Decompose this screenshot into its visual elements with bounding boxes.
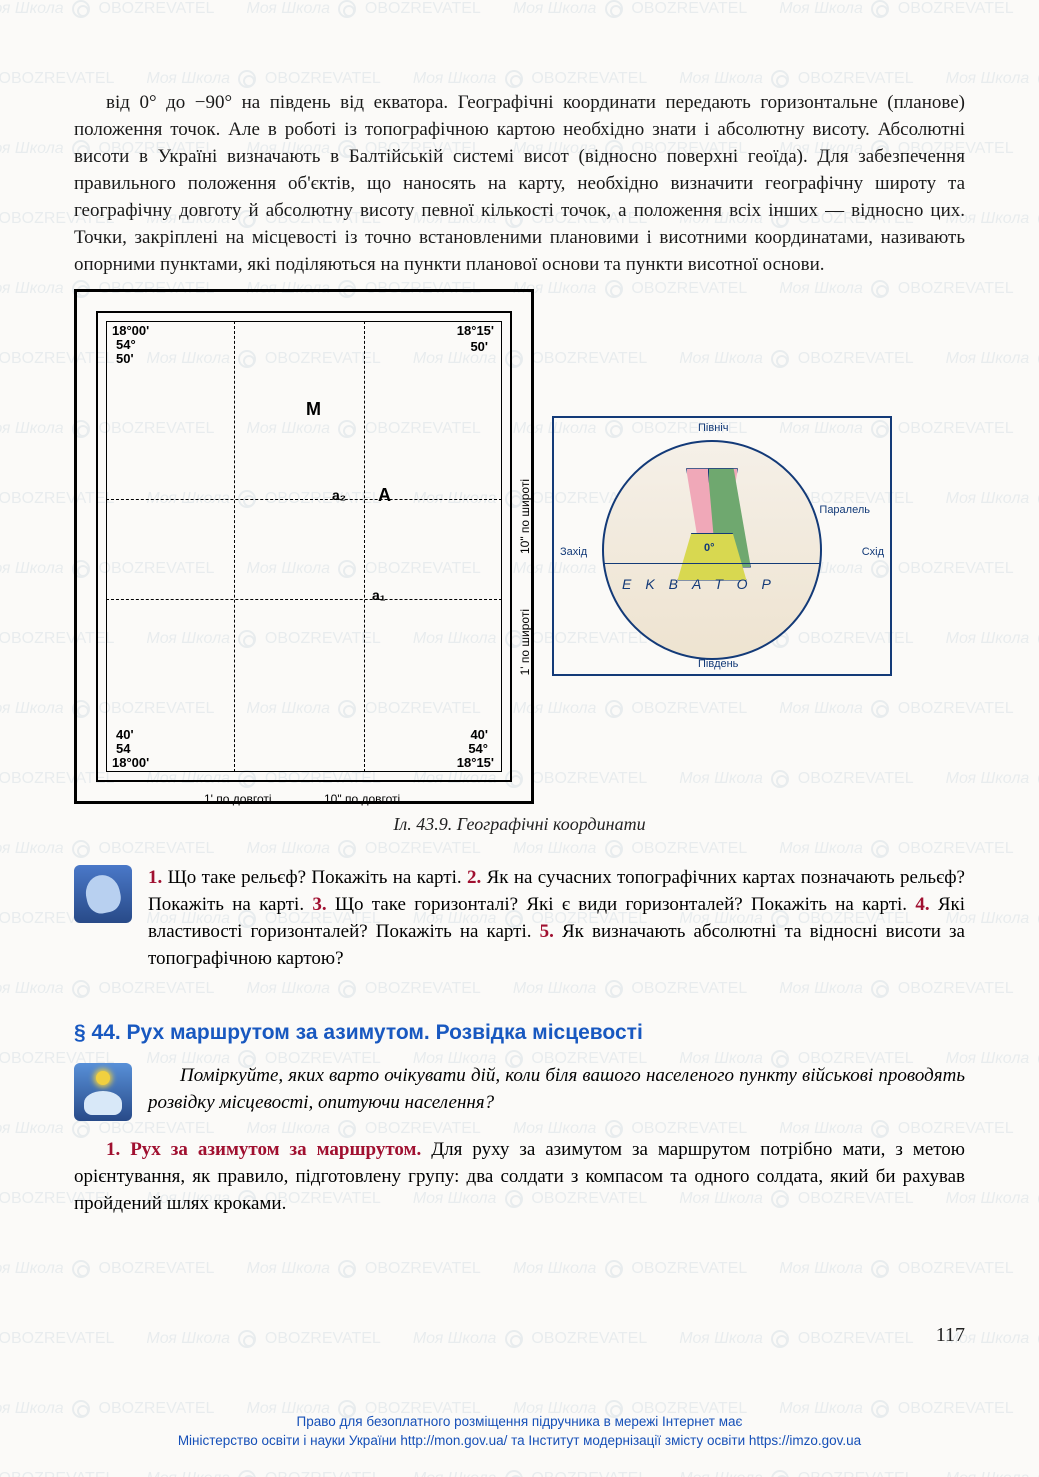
questions-icon: [74, 865, 132, 923]
q5-num: 5.: [540, 921, 554, 942]
corner-bl-deg: 18°00': [112, 755, 149, 770]
corner-tl-min1: 54°: [116, 337, 136, 352]
page-number: 117: [936, 1324, 965, 1347]
q3-text: Що таке горизонталі? Які є види горизонт…: [327, 894, 916, 915]
x-axis-label-1: 1' по довготі: [204, 792, 272, 806]
globe-equator-letters: EKBATOP: [622, 576, 785, 592]
corner-bl-min1: 54: [116, 741, 130, 756]
subsection-paragraph: 1. Рух за азимутом за маршрутом. Для рух…: [74, 1137, 965, 1218]
footer: Право для безоплатного розміщення підруч…: [0, 1413, 1039, 1451]
section-title: § 44. Рух маршрутом за азимутом. Розвідк…: [74, 1021, 965, 1045]
globe-label-north: Північ: [698, 422, 728, 434]
globe-equator: [604, 563, 820, 564]
questions-block: 1. Що таке рельєф? Покажіть на карті. 2.…: [74, 865, 965, 973]
globe-label-east: Схід: [862, 546, 884, 558]
q4-num: 4.: [915, 894, 929, 915]
figure-area: 18°00' 54° 50' 18°15' 50' 54 40' 18°00' …: [74, 289, 965, 804]
questions-text: 1. Що таке рельєф? Покажіть на карті. 2.…: [148, 865, 965, 973]
point-A: A: [378, 485, 391, 506]
subsection-title: Рух за азимутом за маршрутом.: [120, 1139, 421, 1160]
point-a2: a₂: [332, 487, 346, 503]
globe-label-south: Південь: [698, 658, 738, 670]
footer-line-1: Право для безоплатного розміщення підруч…: [0, 1413, 1039, 1432]
grid-vline-2: [364, 321, 365, 772]
reflect-text: Поміркуйте, яких варто очікувати дій, ко…: [148, 1063, 965, 1117]
reflect-icon: [74, 1063, 132, 1121]
q1-num: 1.: [148, 867, 162, 888]
grid-hline-2: [106, 599, 502, 600]
q2-num: 2.: [467, 867, 481, 888]
body-paragraph: від 0° до −90° на південь від екватора. …: [74, 90, 965, 279]
figure-globe: Північ Південь Захід Схід Паралель 0° EK…: [552, 416, 892, 676]
corner-tl-deg: 18°00': [112, 323, 149, 338]
q1-text: Що таке рельєф? Покажіть на карті.: [162, 867, 467, 888]
point-a1: a₁: [372, 587, 386, 603]
y-axis-label-2: 1' по широті: [518, 609, 532, 675]
page-content: від 0° до −90° на південь від екватора. …: [0, 0, 1039, 1258]
q3-num: 3.: [312, 894, 326, 915]
figure-caption: Іл. 43.9. Географічні координати: [74, 814, 965, 835]
corner-br-min1: 54°: [468, 741, 488, 756]
y-axis-label-1: 10" по широті: [518, 479, 532, 554]
subsection-num: 1.: [106, 1139, 120, 1160]
footer-line-2: Міністерство освіти і науки України http…: [0, 1432, 1039, 1451]
globe-label-parallel: Паралель: [819, 504, 870, 516]
globe-label-zero: 0°: [704, 542, 715, 554]
reflect-block: Поміркуйте, яких варто очікувати дій, ко…: [74, 1063, 965, 1121]
grid-vline-1: [234, 321, 235, 772]
corner-tl-min2: 50': [116, 351, 134, 366]
corner-tr-deg: 18°15': [457, 323, 494, 338]
grid-hline-1: [106, 499, 502, 500]
corner-tr-min: 50': [470, 339, 488, 354]
grid-content-frame: [106, 321, 502, 772]
figure-grid: 18°00' 54° 50' 18°15' 50' 54 40' 18°00' …: [74, 289, 534, 804]
corner-br-deg: 18°15': [457, 755, 494, 770]
point-M: M: [306, 399, 321, 420]
corner-br-min2: 40': [470, 727, 488, 742]
x-axis-label-2: 10" по довготі: [324, 792, 400, 806]
globe-label-west: Захід: [560, 546, 587, 558]
corner-bl-min2: 40': [116, 727, 134, 742]
